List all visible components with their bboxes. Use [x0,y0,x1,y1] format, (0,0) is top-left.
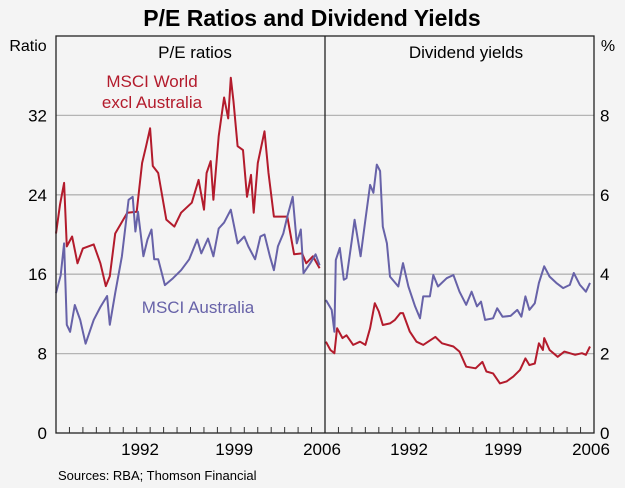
label-australia: MSCI Australia [142,298,255,317]
x-tick-label: 2006 [572,440,610,459]
series-line-world-dividend [325,302,591,385]
label-world-2: excl Australia [102,93,203,112]
right-axis-label: % [601,38,615,55]
y-tick-label: 8 [38,345,47,364]
x-tick-label: 1999 [484,440,522,459]
panel-title-dividend: Dividend yields [409,43,523,62]
series-line-australia-pe [55,195,321,345]
gridlines [56,114,594,355]
y-tick-label: 6 [600,186,609,205]
y-tick-label: 2 [600,345,609,364]
y-tick-label: 4 [600,265,609,284]
y-tick-label: 32 [28,106,47,125]
y-tick-label: 24 [28,186,47,205]
x-tick-label: 1999 [215,440,253,459]
series-line-world-pe [55,76,321,288]
x-tick-label: 1992 [390,440,428,459]
x-tick-label: 2006 [303,440,341,459]
series-line-australia-dividend [325,163,591,333]
y-tick-label: 16 [28,265,47,284]
series-lines [55,76,591,385]
plot-frame [55,35,595,434]
left-axis-label: Ratio [9,38,46,55]
y-tick-label: 8 [600,106,609,125]
chart-title: P/E Ratios and Dividend Yields [143,5,480,31]
label-world-1: MSCI World [106,72,197,91]
y-tick-label: 0 [600,424,609,443]
source-note: Sources: RBA; Thomson Financial [58,468,257,483]
x-tick-label: 1992 [121,440,159,459]
panel-title-pe: P/E ratios [158,43,232,62]
y-tick-label: 0 [38,424,47,443]
